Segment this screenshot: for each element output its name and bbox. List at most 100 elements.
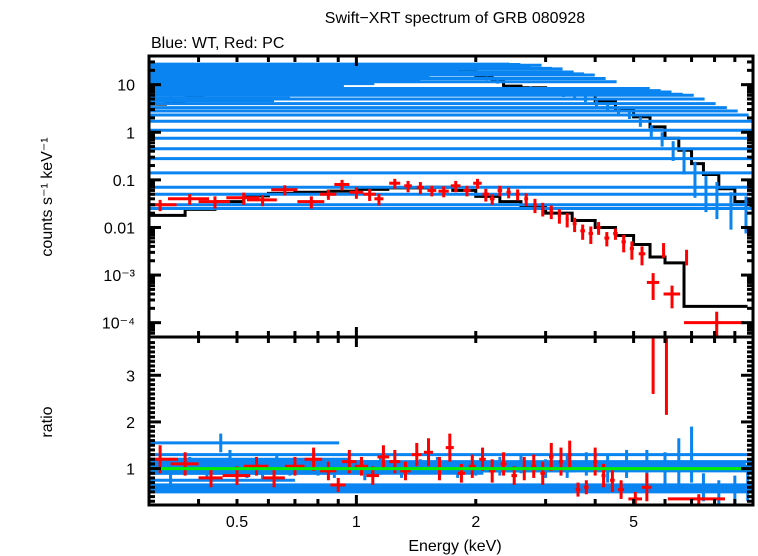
pc-ratio-point <box>377 445 390 469</box>
wt-data-point <box>149 67 563 71</box>
wt-ratio-point <box>149 473 753 502</box>
y-axis-label-ratio: ratio <box>39 406 56 437</box>
pc-data-point <box>613 228 618 240</box>
x-tick-label: 0.5 <box>226 514 248 531</box>
pc-data-point <box>463 185 471 197</box>
pc-data-point <box>226 192 260 205</box>
pc-data-point <box>596 222 601 235</box>
axes: 0.5 1 2 5 10 1 0.1 0.01 10⁻³ 10⁻⁴ 1 2 3 <box>102 54 755 531</box>
pc-data-point <box>662 243 666 258</box>
pc-ratio-point <box>584 480 589 495</box>
y-tick-label-spectrum: 0.1 <box>113 173 135 190</box>
pc-data-point <box>646 273 660 300</box>
y-tick-label-spectrum: 10 <box>117 78 135 95</box>
pc-data-point <box>489 194 495 205</box>
pc-data-point <box>604 232 610 247</box>
pc-ratio-point <box>489 459 496 483</box>
pc-data-point <box>473 178 482 189</box>
pc-data-point <box>404 180 412 193</box>
pc-data-point <box>198 196 230 209</box>
pc-data-point <box>572 217 577 233</box>
y-tick-label-spectrum: 10⁻⁴ <box>102 316 135 333</box>
pc-data-point <box>497 185 503 197</box>
wt-data-point <box>149 80 617 84</box>
pc-ratio-point <box>411 442 422 467</box>
chart-subtitle: Blue: WT, Red: PC <box>151 35 284 52</box>
y-tick-label-spectrum: 0.01 <box>104 220 135 237</box>
wt-data-point <box>149 111 749 119</box>
wt-data-point <box>149 132 753 147</box>
pc-data-point <box>506 187 511 199</box>
pc-ratio-point <box>170 452 199 476</box>
y-axis-label-spectrum: counts s⁻¹ keV⁻¹ <box>39 137 56 256</box>
wt-data-point <box>149 125 753 137</box>
wt-data-point <box>149 149 753 175</box>
y-tick-label-spectrum: 1 <box>126 125 135 142</box>
pc-ratio-point <box>262 468 285 488</box>
x-tick-label: 5 <box>629 514 638 531</box>
pc-ratio-point <box>479 447 486 471</box>
pc-data-point <box>450 180 461 193</box>
pc-data-point <box>524 193 529 207</box>
wt-data-point <box>149 73 595 77</box>
wt-ratio-point <box>149 433 340 453</box>
pc-ratio-point <box>531 454 537 478</box>
y-tick-label-ratio: 2 <box>126 415 135 432</box>
pc-ratio-point <box>284 456 305 476</box>
pc-ratio-point <box>610 468 615 492</box>
pc-ratio-point <box>642 473 652 502</box>
pc-data-point <box>685 249 689 266</box>
pc-data-point <box>515 189 520 201</box>
pc-ratio-point <box>468 454 476 478</box>
pc-ratio-point <box>500 452 507 476</box>
wt-ratio-point <box>149 438 753 485</box>
pc-data-point <box>416 182 424 195</box>
wt-data-point <box>149 116 753 127</box>
pc-ratio-point <box>320 461 337 481</box>
pc-data-point <box>374 193 384 206</box>
pc-data-point <box>540 202 545 217</box>
pc-data-point <box>588 226 594 244</box>
wt-ratio-point <box>149 475 753 504</box>
wt-data-point <box>149 76 606 81</box>
pc-ratio-point <box>330 477 346 492</box>
wt-data-point <box>149 182 753 220</box>
pc-data-point <box>389 178 401 189</box>
x-tick-label: 2 <box>471 514 480 531</box>
pc-data-point <box>427 185 437 197</box>
pc-ratio-point <box>354 456 369 476</box>
pc-ratio-point <box>593 447 598 476</box>
pc-ratio-point <box>651 337 655 394</box>
pc-data-point <box>638 246 646 266</box>
wt-data-point <box>149 92 694 99</box>
pc-data-point <box>663 285 681 309</box>
pc-data-point <box>297 196 325 209</box>
pc-ratio-point <box>558 447 564 476</box>
pc-data-point <box>363 189 376 201</box>
pc-ratio-point <box>575 482 581 497</box>
pc-data-point <box>438 186 449 198</box>
pc-ratio-point <box>304 447 323 471</box>
pc-data-point <box>684 311 745 337</box>
pc-ratio-point <box>445 433 454 462</box>
x-axis-label: Energy (keV) <box>408 538 501 555</box>
pc-ratio-point <box>198 468 223 488</box>
y-tick-label-spectrum: 10⁻³ <box>103 268 135 285</box>
wt-data-point <box>149 63 542 67</box>
pc-data-point <box>549 205 553 220</box>
pc-ratio-point <box>628 491 643 505</box>
pc-ratio-point <box>567 440 572 469</box>
pc-ratio-point <box>457 463 466 483</box>
pc-data-point <box>149 199 177 212</box>
ratio-panel <box>149 337 753 505</box>
y-tick-label-ratio: 3 <box>126 368 135 385</box>
y-tick-label-ratio: 1 <box>126 462 135 479</box>
pc-data-point <box>621 234 626 253</box>
pc-data-point <box>482 188 490 202</box>
pc-ratio-point <box>400 461 411 481</box>
pc-data-point <box>533 198 537 214</box>
wt-data-point <box>149 192 753 230</box>
chart-title: Swift−XRT spectrum of GRB 080928 <box>325 10 586 27</box>
pc-data-point <box>565 213 569 228</box>
